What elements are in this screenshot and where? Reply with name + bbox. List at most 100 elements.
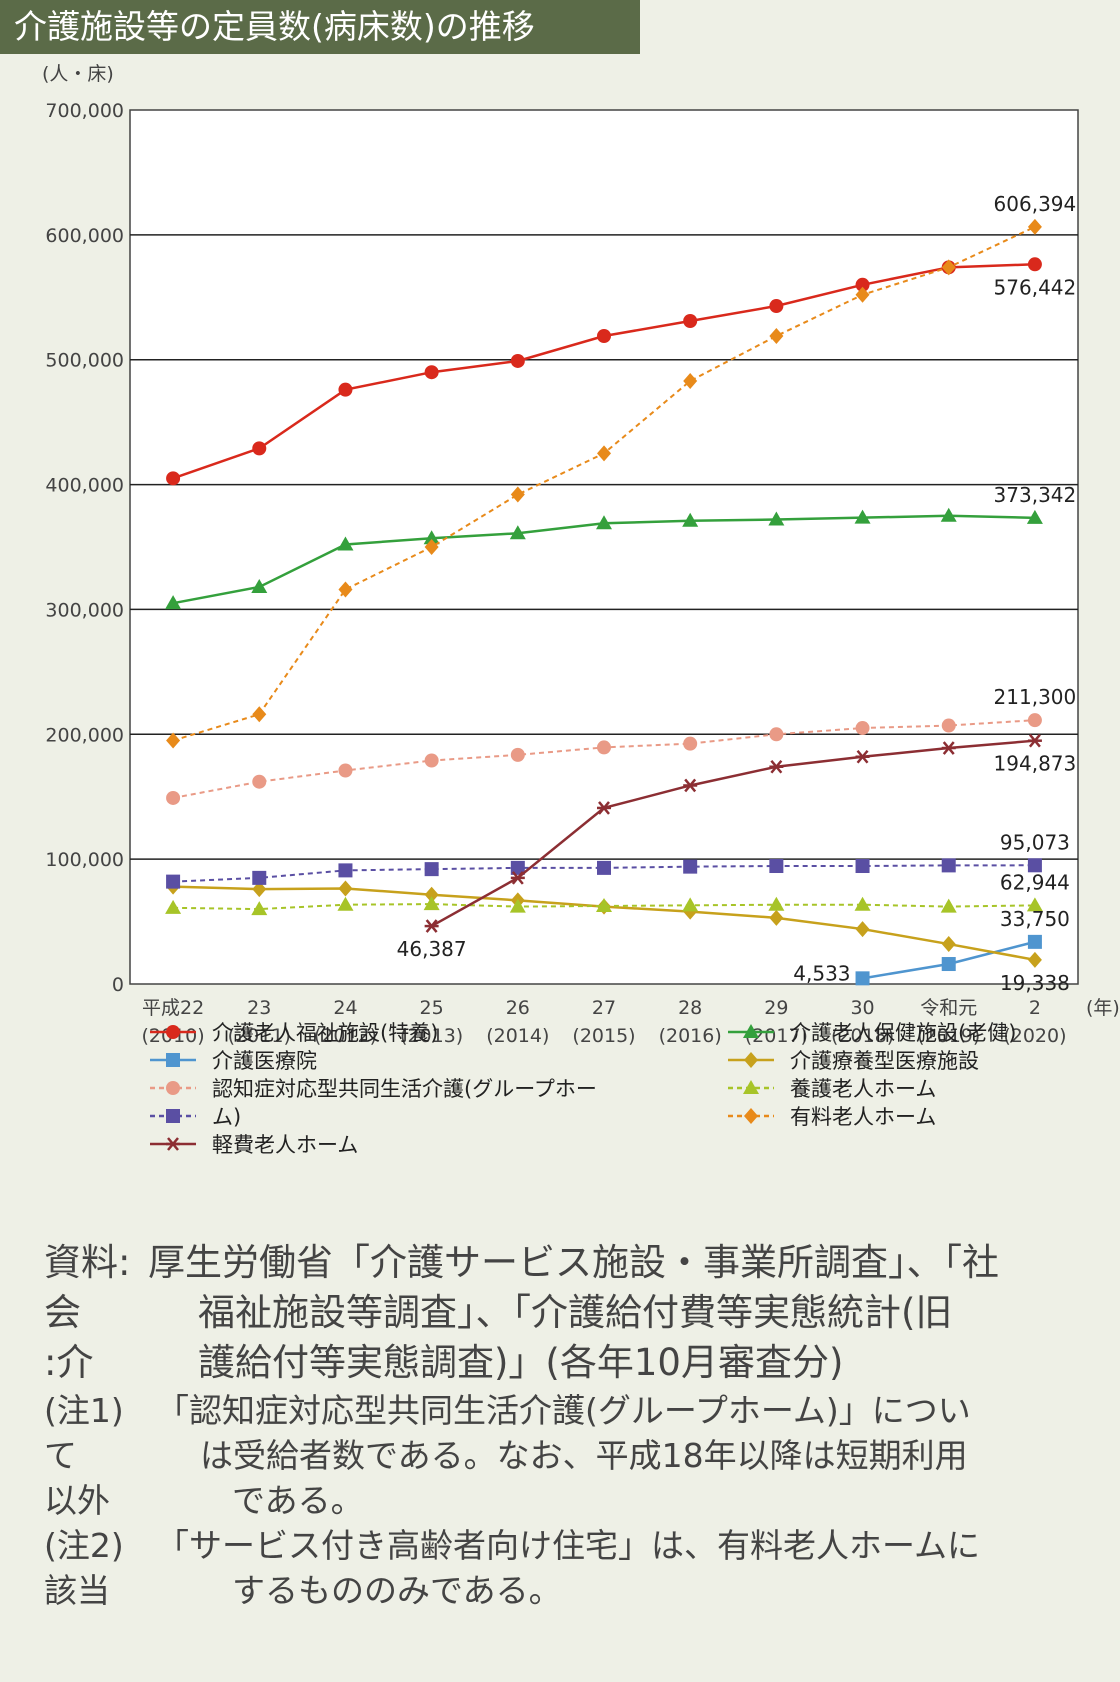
- y-tick-label: 600,000: [45, 225, 124, 247]
- data-point-other: [597, 860, 611, 875]
- legend-marker-yuryo: [744, 1108, 758, 1124]
- data-point-yogo: [509, 898, 526, 913]
- data-point-group: [252, 774, 267, 789]
- x-tick-label: (2017): [745, 1025, 808, 1047]
- asterisk-stroke: [167, 1137, 179, 1151]
- x-tick-label: 25: [420, 997, 444, 1019]
- data-point-other: [510, 860, 525, 875]
- data-point-keihi: [597, 801, 611, 815]
- asterisk-stroke: [1028, 733, 1041, 748]
- source-line-1: 厚生労働省「介護サービス施設・事業所調査」、「社: [148, 1241, 999, 1284]
- data-point-other: [683, 859, 698, 874]
- data-point-ryoyo: [338, 880, 353, 897]
- data-point-group: [510, 747, 525, 762]
- note-2-label: (注2): [44, 1526, 124, 1565]
- x-tick-label: 27: [592, 997, 616, 1019]
- x-tick-label: (2013): [400, 1025, 463, 1047]
- data-point-tokuyo: [1027, 257, 1042, 272]
- note-2-row-2: 該当 するもののみである。: [44, 1568, 1084, 1613]
- legend-marker-group: [166, 1081, 180, 1095]
- asterisk-stroke: [511, 871, 524, 885]
- data-point-yuryo: [338, 581, 353, 598]
- data-point-other: [855, 859, 870, 874]
- data-label: 4,533: [793, 961, 850, 985]
- data-point-yogo: [940, 898, 957, 913]
- data-point-keihi: [769, 759, 784, 774]
- x-tick-label: 26: [506, 997, 530, 1019]
- note-1-label: (注1): [44, 1391, 124, 1430]
- data-point-yogo: [682, 897, 699, 912]
- note-1: (注1) 「認知症対応型共同生活介護(グループホーム)」につい: [44, 1388, 1084, 1433]
- data-point-iryoin: [1027, 934, 1042, 949]
- x-tick-label: (2014): [486, 1025, 549, 1047]
- data-point-other: [252, 870, 267, 885]
- source-line-2: 福祉施設等調査」、「介護給付費等実態統計(旧: [198, 1291, 953, 1334]
- note-2-line-2: するもののみである。: [232, 1571, 562, 1610]
- data-point-yuryo: [597, 445, 611, 462]
- legend-label: ム): [212, 1105, 241, 1129]
- legend-marker-roken: [743, 1024, 759, 1038]
- source-side-1: 会: [44, 1291, 81, 1334]
- y-tick-label: 300,000: [45, 599, 124, 621]
- data-point-roken: [251, 578, 268, 593]
- data-point-group: [338, 763, 353, 778]
- series-line-keihi: [431, 739, 1036, 928]
- data-label: 33,750: [1000, 907, 1070, 931]
- data-point-group: [683, 736, 698, 751]
- x-tick-label: (2016): [659, 1025, 722, 1047]
- data-label: 373,342: [994, 483, 1077, 507]
- legend-marker-other: [166, 1109, 180, 1123]
- data-point-tokuyo: [769, 299, 784, 314]
- data-point-tokuyo: [166, 471, 181, 486]
- data-point-yogo: [1026, 897, 1043, 912]
- data-point-roken: [940, 507, 957, 522]
- data-point-yogo: [423, 896, 440, 911]
- note-2: (注2) 「サービス付き高齢者向け住宅」は、有料老人ホームに: [44, 1523, 1084, 1568]
- legend-marker-tokuyo: [166, 1025, 180, 1039]
- note-1-line-3: である。: [232, 1481, 364, 1520]
- data-point-tokuyo: [683, 314, 698, 329]
- asterisk-stroke: [684, 778, 697, 793]
- note-1-side-2: 以外: [44, 1481, 110, 1520]
- note-1-row-2: て は受給者数である。なお、平成18年以降は短期利用: [44, 1433, 1084, 1478]
- data-point-roken: [337, 536, 354, 551]
- legend-label: 有料老人ホーム: [790, 1105, 936, 1129]
- x-tick-label: (2020): [1003, 1025, 1066, 1047]
- data-point-iryoin: [855, 971, 870, 986]
- data-label: 46,387: [397, 937, 467, 961]
- x-tick-label: (2015): [572, 1025, 635, 1047]
- x-tick-label: 23: [247, 997, 271, 1019]
- plot-area: [129, 109, 1079, 985]
- data-point-yogo: [854, 896, 871, 911]
- data-label: 19,338: [1000, 971, 1070, 995]
- data-point-other: [769, 859, 784, 874]
- data-point-tokuyo: [424, 365, 439, 380]
- data-point-group: [855, 721, 870, 736]
- data-point-other: [338, 863, 353, 878]
- data-point-yuryo: [941, 259, 956, 276]
- data-point-yogo: [768, 896, 785, 911]
- x-tick-label: 30: [850, 997, 874, 1019]
- data-point-roken: [768, 511, 785, 526]
- asterisk-stroke: [770, 759, 783, 774]
- data-point-ryoyo: [424, 886, 439, 903]
- data-point-roken: [596, 515, 612, 530]
- chart-area: 0 100,000 200,000 300,000 400,000 500,000 600,…: [0, 54, 1120, 1214]
- data-point-yogo: [251, 901, 268, 916]
- data-point-roken: [854, 509, 871, 524]
- data-point-yuryo: [424, 539, 439, 555]
- data-point-yuryo: [683, 372, 698, 389]
- data-point-other: [166, 874, 181, 889]
- data-point-roken: [1026, 509, 1043, 524]
- data-point-yogo: [596, 897, 612, 912]
- data-label: 606,394: [994, 192, 1077, 216]
- data-point-roken: [165, 595, 182, 610]
- asterisk-stroke: [425, 919, 438, 933]
- data-point-ryoyo: [941, 936, 956, 953]
- data-label: 62,944: [1000, 870, 1070, 894]
- x-tick-label: (2019): [917, 1025, 980, 1047]
- legend-label: 養護老人ホーム: [790, 1077, 936, 1101]
- data-point-other: [941, 858, 956, 873]
- x-tick-label: 29: [764, 997, 788, 1019]
- data-point-ryoyo: [1027, 951, 1042, 968]
